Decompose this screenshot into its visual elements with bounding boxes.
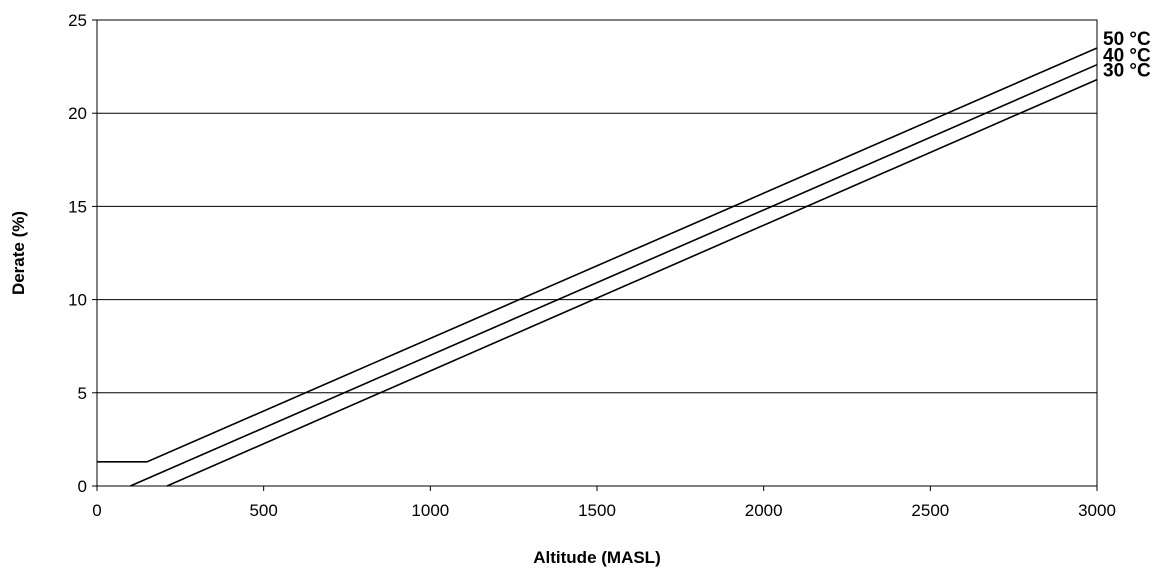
x-tick-label-500: 500 xyxy=(249,501,277,520)
series-label-3: 30 °C xyxy=(1103,61,1151,82)
series-lines xyxy=(97,47,1098,487)
series-line-3 xyxy=(166,78,1098,487)
x-tick-label-1000: 1000 xyxy=(411,501,449,520)
series-label-2: 40 °C xyxy=(1103,46,1151,67)
x-tick-label-3000: 3000 xyxy=(1078,501,1116,520)
y-tick-label-5: 5 xyxy=(78,384,87,403)
series-line-1 xyxy=(97,47,1098,463)
gridlines xyxy=(92,19,1098,491)
series-line-2 xyxy=(129,63,1098,487)
y-tick-label-25: 25 xyxy=(68,11,87,30)
series-labels: 50 °C40 °C30 °C xyxy=(1103,29,1151,82)
x-tick-label-2500: 2500 xyxy=(911,501,949,520)
plot-frame xyxy=(96,19,1098,487)
x-tick-label-2000: 2000 xyxy=(745,501,783,520)
x-tick-label-0: 0 xyxy=(92,501,101,520)
x-axis-title: Altitude (MASL) xyxy=(533,548,660,567)
y-tick-label-0: 0 xyxy=(78,477,87,496)
y-tick-label-20: 20 xyxy=(68,104,87,123)
x-tick-labels: 0 500 1000 1500 2000 2500 3000 xyxy=(92,501,1116,520)
y-tick-label-10: 10 xyxy=(68,291,87,310)
series-label-1: 50 °C xyxy=(1103,29,1151,50)
y-tick-label-15: 15 xyxy=(68,197,87,216)
y-axis-title: Derate (%) xyxy=(9,211,28,295)
y-tick-labels: 0 5 10 15 20 25 xyxy=(68,11,87,496)
x-tick-label-1500: 1500 xyxy=(578,501,616,520)
